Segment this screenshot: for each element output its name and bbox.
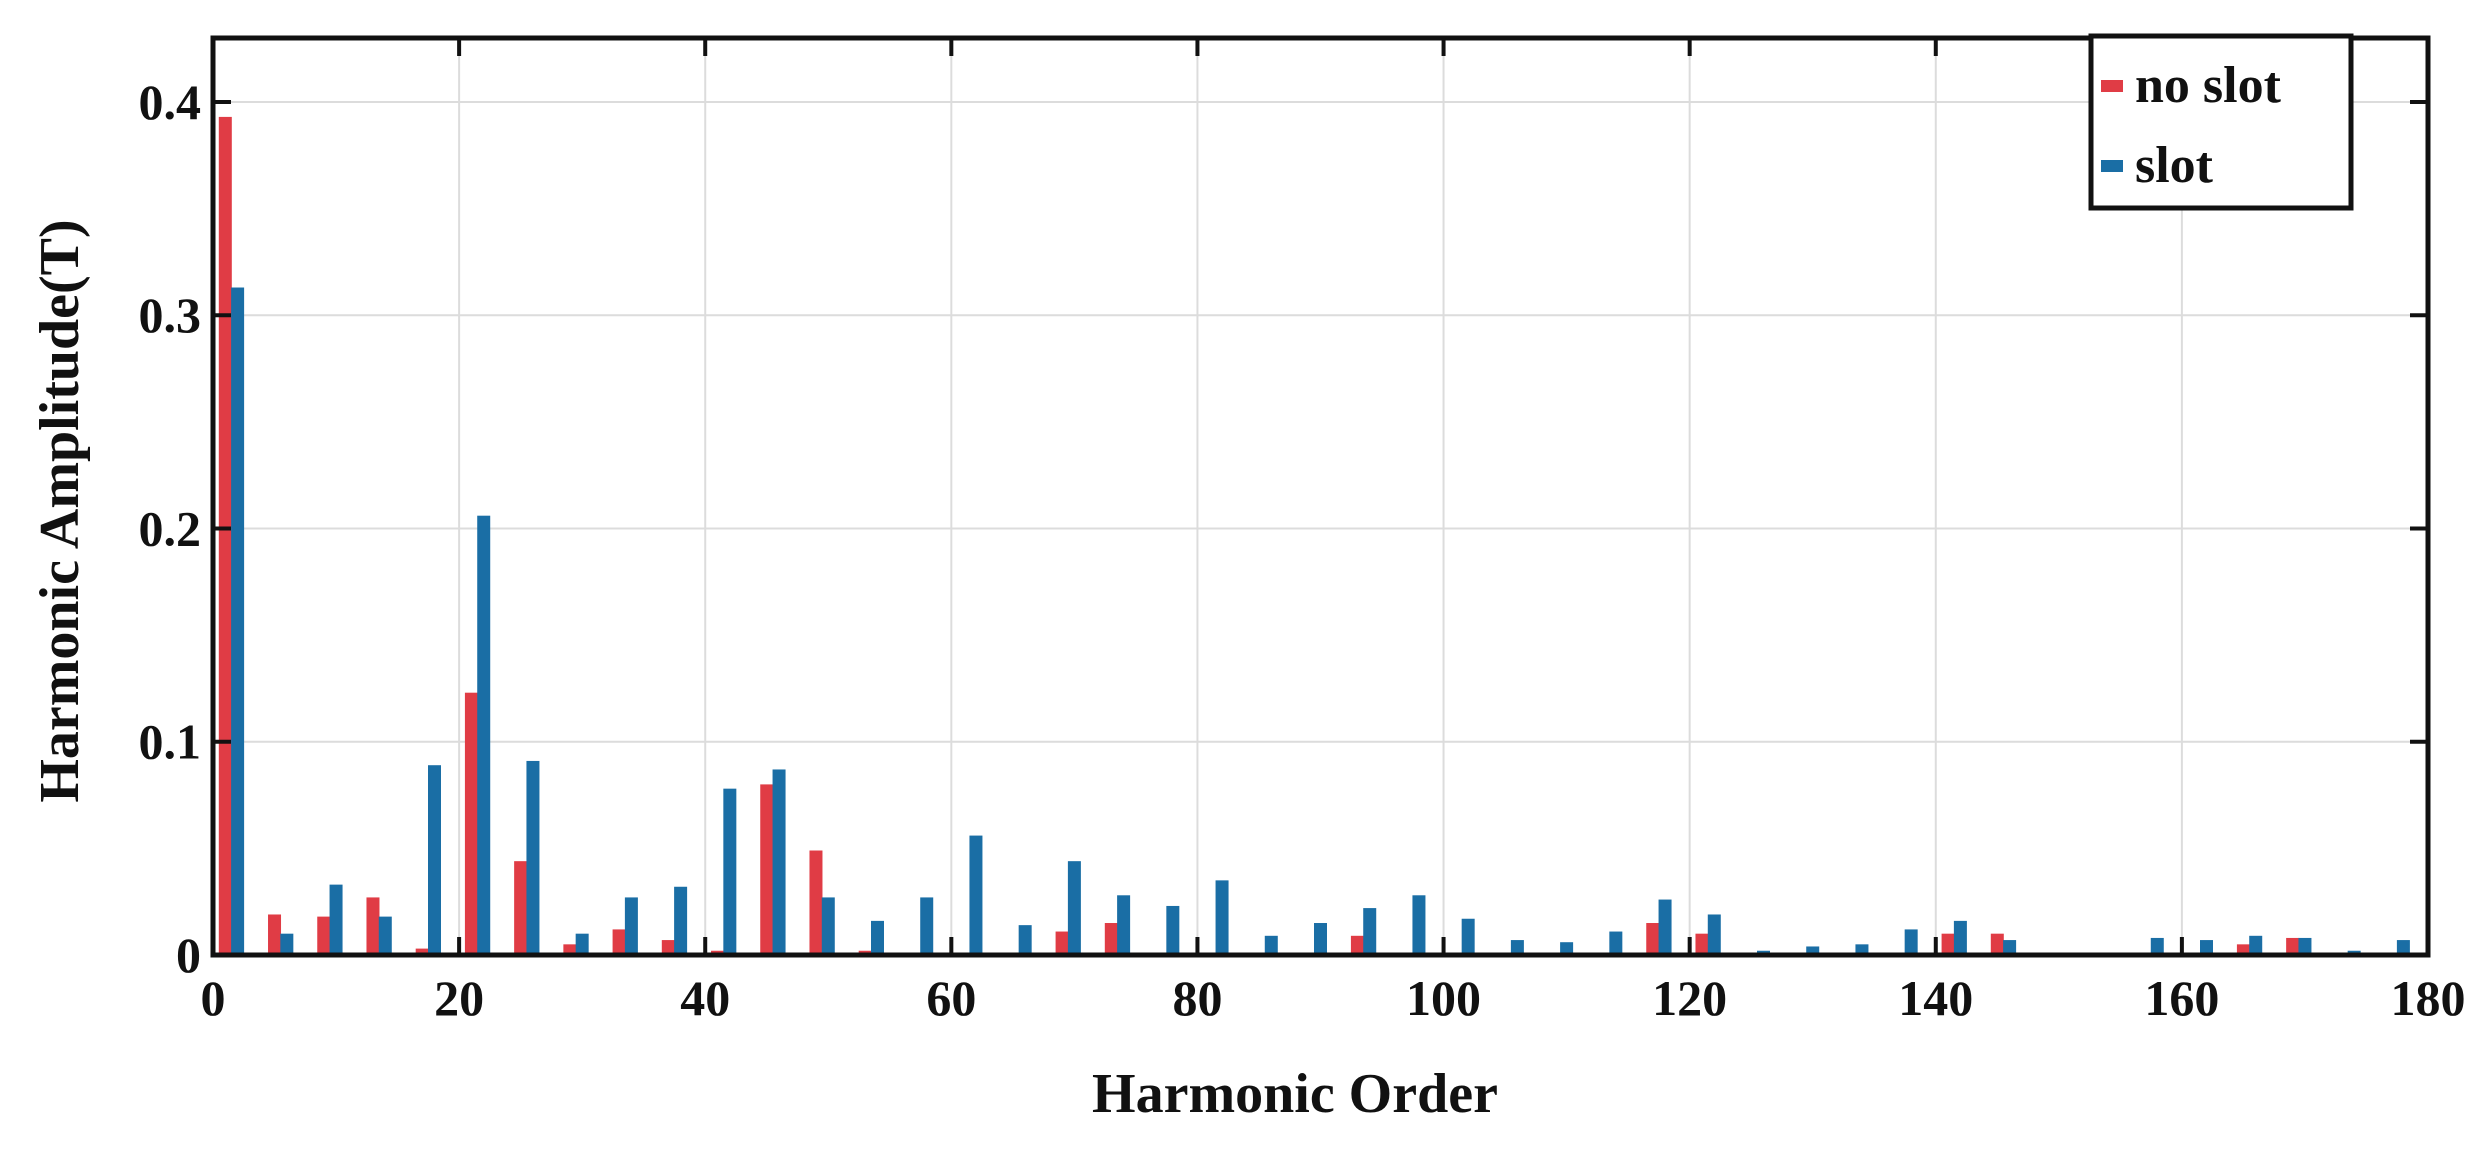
plot-frame <box>210 35 2431 958</box>
x-axis-title: Harmonic Order <box>1092 1063 1498 1125</box>
bar-slot <box>1215 880 1229 955</box>
bar-slot <box>329 884 343 955</box>
bar-no-slot <box>268 914 282 955</box>
axes <box>210 35 2431 958</box>
bar-no-slot <box>317 916 331 955</box>
legend: no slot slot <box>2088 33 2354 211</box>
bar-slot <box>575 933 589 955</box>
bar-slot <box>1658 899 1672 955</box>
tick-labels: 0 20 40 60 80 100 120 140 160 180 0 0.1 0.2 0.3 0.4 <box>139 74 2466 1026</box>
bar-no-slot <box>2236 944 2250 955</box>
bar-slot <box>1314 923 1327 955</box>
bar-slot <box>871 920 884 955</box>
y-tick-label: 0.3 <box>139 287 202 343</box>
x-tick-label: 20 <box>434 970 484 1026</box>
bar-slot <box>2298 937 2312 955</box>
x-tick-label: 140 <box>1898 970 1973 1026</box>
bar-slot <box>231 287 245 956</box>
bar-slot <box>1412 895 1426 955</box>
bar-slot <box>1363 908 1377 955</box>
bar-slot <box>1166 905 1180 955</box>
x-tick-label: 160 <box>2144 970 2219 1026</box>
bar-no-slot <box>1695 933 1709 955</box>
x-tick-label: 40 <box>680 970 730 1026</box>
bars <box>218 116 2410 956</box>
bar-slot <box>280 933 294 955</box>
bar-no-slot <box>1646 923 1660 955</box>
bar-slot <box>2396 940 2410 955</box>
bar-slot <box>1953 920 1967 955</box>
x-tick-label: 120 <box>1652 970 1727 1026</box>
y-tick-label: 0.4 <box>139 74 202 130</box>
bar-slot <box>2200 940 2213 955</box>
bar-no-slot <box>563 944 577 955</box>
bar-no-slot <box>1055 931 1069 955</box>
bar-no-slot <box>415 948 429 955</box>
bar-slot <box>1510 940 1524 955</box>
bar-slot <box>2150 937 2164 955</box>
bar-no-slot <box>809 850 823 955</box>
legend-label-slot: slot <box>2135 137 2214 194</box>
bar-slot <box>1806 946 1820 955</box>
bar-no-slot <box>464 692 478 955</box>
bar-no-slot <box>1104 923 1118 955</box>
x-tick-label: 0 <box>201 970 226 1026</box>
bar-slot <box>674 886 688 955</box>
bar-slot <box>1117 895 1131 955</box>
y-tick-label: 0.1 <box>139 714 202 770</box>
bar-no-slot <box>661 940 675 955</box>
legend-swatch-slot <box>2101 160 2123 172</box>
bar-slot <box>772 769 786 955</box>
bar-slot <box>1461 918 1475 955</box>
bar-no-slot <box>218 116 232 955</box>
legend-swatch-no-slot <box>2101 80 2123 92</box>
y-axis-title: Harmonic Amplitude(T) <box>29 219 91 802</box>
x-tick-label: 80 <box>1172 970 1222 1026</box>
bar-slot <box>821 897 835 955</box>
bar-slot <box>969 835 983 955</box>
bar-no-slot <box>1350 935 1364 955</box>
bar-no-slot <box>760 784 774 955</box>
bar-slot <box>477 515 491 955</box>
bar-slot <box>624 897 638 955</box>
bar-slot <box>920 897 934 955</box>
bar-no-slot <box>1990 933 2004 955</box>
bar-slot <box>1067 861 1081 955</box>
bar-slot <box>1560 942 1574 955</box>
bar-no-slot <box>612 929 626 955</box>
bar-slot <box>1904 929 1918 955</box>
bar-no-slot <box>2286 937 2300 955</box>
x-tick-label: 180 <box>2391 970 2466 1026</box>
bar-slot <box>1855 944 1869 955</box>
legend-box <box>2088 33 2354 211</box>
y-tick-label: 0.2 <box>139 500 202 556</box>
y-tick-label: 0 <box>176 927 201 983</box>
x-tick-label: 100 <box>1406 970 1481 1026</box>
bar-no-slot <box>514 861 528 955</box>
bar-slot <box>1018 925 1032 955</box>
bar-no-slot <box>1941 933 1955 955</box>
bar-slot <box>378 916 392 955</box>
bar-slot <box>723 788 737 955</box>
bar-slot <box>1264 935 1278 955</box>
bar-slot <box>2003 940 2017 955</box>
bar-slot <box>2249 935 2263 955</box>
grid <box>213 38 2428 955</box>
bar-slot <box>428 765 441 955</box>
bar-slot <box>1707 914 1721 955</box>
x-tick-label: 60 <box>926 970 976 1026</box>
bar-slot <box>526 760 540 955</box>
legend-label-no-slot: no slot <box>2135 57 2282 114</box>
bar-no-slot <box>366 897 380 955</box>
bar-slot <box>1609 931 1623 955</box>
